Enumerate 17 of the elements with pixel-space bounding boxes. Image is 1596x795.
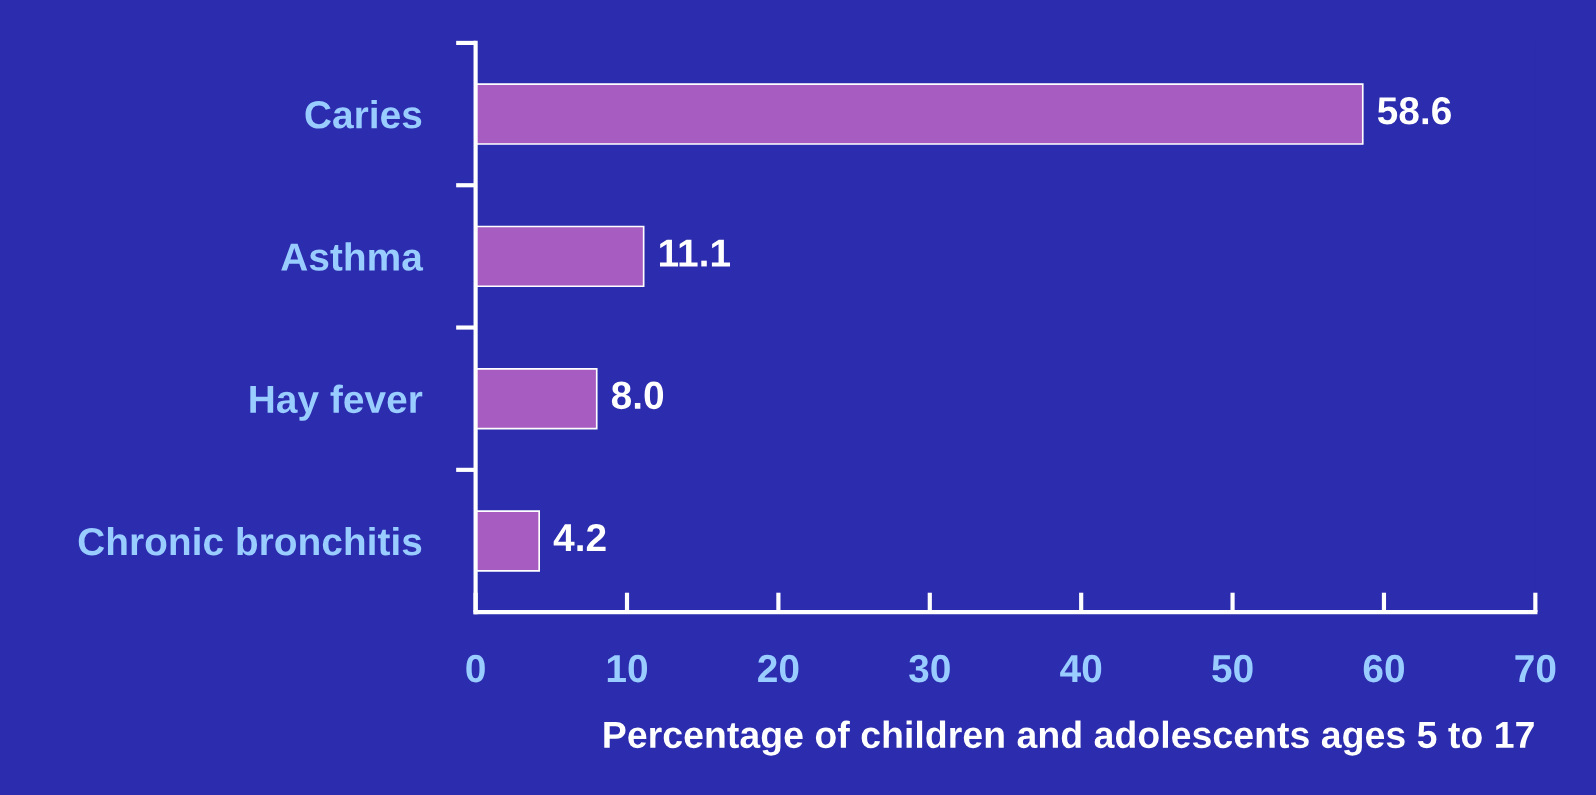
x-tick-label: 70 <box>1515 654 1556 683</box>
x-tick-label: 20 <box>758 654 799 683</box>
x-tick-label: 0 <box>466 654 485 683</box>
y-tick-label: Hay fever <box>250 384 423 421</box>
data-label: 4.2 <box>553 523 606 552</box>
x-axis-title: Percentage of children and adolescents ages 5 to 17 <box>604 720 1534 756</box>
data-label: 11.1 <box>659 239 731 267</box>
y-tick-label: Caries <box>305 99 422 129</box>
x-tick-label: 50 <box>1212 654 1253 683</box>
x-tick-label: 40 <box>1060 654 1102 683</box>
y-tick-label: Asthma <box>281 242 424 271</box>
x-tick-label: 10 <box>607 654 648 683</box>
x-tick-label: 60 <box>1363 654 1404 683</box>
y-tick-label: Chronic bronchitis <box>78 526 422 556</box>
x-tick-label: 30 <box>909 654 950 683</box>
data-label: 8.0 <box>611 381 664 410</box>
data-label: 58.6 <box>1377 96 1451 125</box>
